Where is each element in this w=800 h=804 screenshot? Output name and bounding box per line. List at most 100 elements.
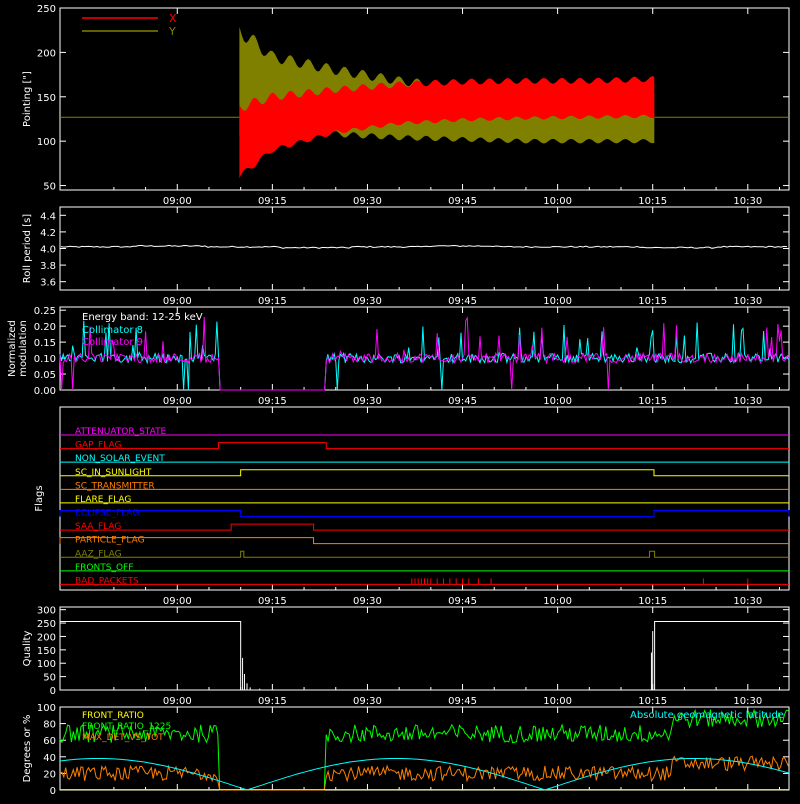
x-tick-label: 09:45	[448, 696, 477, 707]
y-tick-label: 60	[43, 736, 56, 747]
roll-period-panel: 09:00 09:15 09:30 09:45 10:00 10:15 10:30 3.6 3.…	[22, 206, 790, 307]
y-tick-label: 3.8	[40, 261, 56, 272]
x-tick-label: 10:00	[543, 296, 572, 307]
panel-frame	[59, 406, 790, 591]
y-tick-label: 0.10	[34, 354, 56, 365]
quality-panel: 09:00 09:15 09:30 09:45 10:00 10:15 10:30 0 50 10…	[22, 606, 790, 707]
series-x-envelope	[239, 76, 655, 179]
x-tick-label: 10:30	[733, 296, 762, 307]
flag-label-sc-in-sunlight: SC_IN_SUNLIGHT	[75, 468, 152, 478]
x-tick-label: 09:15	[258, 396, 287, 407]
y-tick-label: 40	[43, 753, 56, 764]
series-collimator-9-line	[59, 316, 790, 391]
series-max-det-vs-tot-line	[59, 755, 789, 791]
y-tick-label: 100	[37, 137, 56, 148]
y-tick-label: 4.4	[40, 211, 56, 222]
legend-label-collimator-9: Collimator 9	[82, 337, 143, 348]
legend-label-front-ratio-1225: FRONT_RATIO_1225	[82, 722, 171, 732]
y-tick-label: 0.20	[34, 322, 56, 333]
quality-line	[60, 620, 789, 691]
y-axis-label: Pointing ["]	[22, 71, 33, 127]
legend-title: Energy band: 12-25 keV	[82, 312, 203, 323]
x-tick-label: 09:00	[163, 196, 192, 207]
flag-label-particle-flag: PARTICLE_FLAG	[75, 536, 145, 546]
flag-label-fronts-off: FRONTS_OFF	[75, 563, 133, 573]
y-tick-label: 0.25	[34, 306, 56, 317]
x-tick-label: 10:15	[638, 696, 667, 707]
y-tick-label: 4.2	[40, 228, 56, 239]
modulation-panel: 09:00 09:15 09:30 09:45 10:00 10:15 10:30 0.00 0…	[7, 306, 790, 407]
y-tick-label: 150	[37, 646, 56, 657]
pointing-panel: 09:00 09:15 09:30 09:45 10:00 10:15 10:30 50 100…	[22, 4, 790, 207]
x-tick-label: 10:30	[733, 696, 762, 707]
x-tick-label: 09:45	[448, 396, 477, 407]
y-tick-label: 80	[43, 720, 56, 731]
y-tick-label: 300	[37, 606, 56, 617]
flag-label-non-solar-event: NON_SOLAR_EVENT	[75, 454, 165, 464]
x-tick-label: 10:30	[733, 196, 762, 207]
x-tick-label: 09:30	[353, 596, 382, 607]
y-tick-label: 250	[37, 4, 56, 15]
y-tick-label: 0.05	[34, 370, 56, 381]
flag-label-bad-packets: BAD_PACKETS	[75, 576, 139, 586]
x-tick-label: 09:45	[448, 196, 477, 207]
x-tick-label: 09:30	[353, 196, 382, 207]
x-tick-label: 10:15	[638, 296, 667, 307]
y-tick-label: 250	[37, 619, 56, 630]
x-tick-label: 09:30	[353, 696, 382, 707]
y-tick-label: 0.00	[34, 386, 56, 397]
x-tick-label: 09:45	[448, 596, 477, 607]
y-axis-label: modulation	[18, 320, 29, 377]
flag-label-attenuator-state: ATTENUATOR_STATE	[75, 427, 167, 437]
x-tick-label: 09:15	[258, 296, 287, 307]
y-tick-label: 0	[50, 786, 56, 797]
x-tick-label: 10:00	[543, 396, 572, 407]
x-tick-label: 09:00	[163, 296, 192, 307]
ratios-panel: 0 20 40 60 80 100 Degrees or % FRONT_RATIOFRONT…	[22, 703, 790, 797]
flag-label-saa-flag: SAA_FLAG	[75, 522, 121, 532]
y-axis-label: Degrees or %	[22, 715, 33, 783]
flag-label-flare-flag: FLARE_FLAG	[75, 495, 131, 505]
y-tick-label: 50	[43, 182, 56, 193]
flags-panel: 09:00 09:15 09:30 09:45 10:00 10:15 10:30 Flags…	[34, 406, 790, 607]
legend-label-front-ratio: FRONT_RATIO	[82, 711, 144, 721]
flag-label-gap-flag: GAP_FLAG	[75, 441, 121, 451]
x-tick-label: 10:00	[543, 196, 572, 207]
y-tick-label: 200	[37, 48, 56, 59]
x-tick-label: 09:45	[448, 296, 477, 307]
flag-label-aaz-flag: AAZ_FLAG	[75, 549, 122, 559]
series-geomagnetic-latitude-line	[59, 758, 790, 791]
y-tick-label: 50	[43, 673, 56, 684]
legend-label-collimator-8: Collimator 8	[82, 325, 143, 336]
y-tick-label: 150	[37, 93, 56, 104]
series-front-ratio-1225-line	[59, 708, 789, 791]
y-tick-label: 3.6	[40, 278, 56, 289]
x-tick-label: 10:15	[638, 396, 667, 407]
panel-frame	[59, 306, 790, 391]
roll-period-line	[60, 244, 788, 249]
x-tick-label: 09:30	[353, 296, 382, 307]
flag-label-eclipse-flag: ECLIPSE_FLAG	[75, 509, 139, 519]
panel-frame	[59, 7, 790, 191]
y-axis-label: Normalized	[7, 320, 18, 377]
x-tick-label: 10:15	[638, 596, 667, 607]
y-tick-label: 4.0	[40, 245, 56, 256]
x-tick-label: 10:30	[733, 396, 762, 407]
legend-label-x: X	[169, 12, 177, 25]
flag-trace-gap-flag	[60, 442, 789, 450]
y-axis-label: Flags	[34, 485, 45, 511]
x-tick-label: 10:00	[543, 596, 572, 607]
legend-label-max-det-vs-tot: MAX_DET_VS_TOT	[82, 733, 164, 743]
flag-trace-particle-flag	[59, 537, 789, 545]
y-tick-label: 0.15	[34, 338, 56, 349]
y-tick-label: 20	[43, 769, 56, 780]
legend-label-y: Y	[168, 25, 176, 38]
legend-label-geomagnetic-latitude: Absolute geomagnetic latitude	[630, 710, 784, 721]
x-tick-label: 09:00	[163, 396, 192, 407]
x-tick-label: 09:15	[258, 696, 287, 707]
series-collimator-8-line	[59, 320, 790, 391]
x-tick-label: 09:15	[258, 196, 287, 207]
y-tick-label: 100	[37, 659, 56, 670]
flag-trace-sc-in-sunlight	[60, 469, 789, 477]
